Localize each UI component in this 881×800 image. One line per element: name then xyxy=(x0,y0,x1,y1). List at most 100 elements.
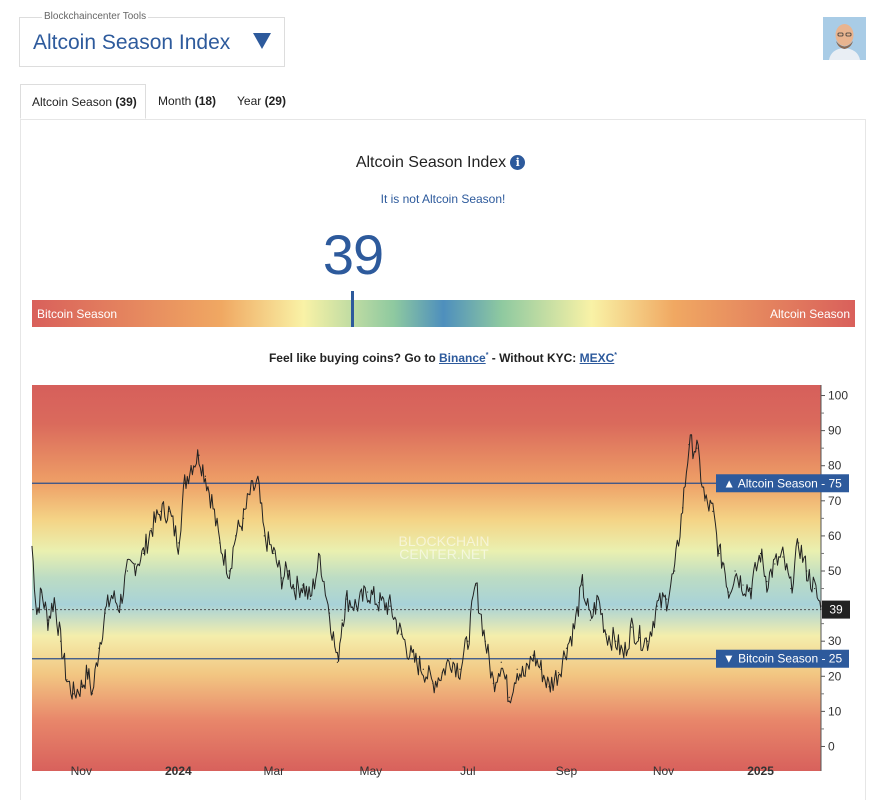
data-point xyxy=(341,619,343,621)
y-tick-label: 30 xyxy=(828,634,842,648)
data-point xyxy=(142,552,144,555)
data-point xyxy=(459,668,461,670)
y-tick-label: 0 xyxy=(828,739,835,753)
threshold-badge xyxy=(716,649,849,668)
y-tick-label: 60 xyxy=(828,529,842,543)
data-point xyxy=(589,619,591,621)
data-point xyxy=(647,640,649,642)
data-point xyxy=(759,552,762,555)
data-point xyxy=(750,587,752,590)
tab-label: Month xyxy=(158,94,192,108)
info-icon[interactable]: i xyxy=(510,155,526,170)
data-point xyxy=(177,542,179,544)
data-point xyxy=(573,626,576,628)
tab-panel xyxy=(20,119,866,800)
index-title-text: Altcoin Season Index xyxy=(355,154,507,171)
data-point xyxy=(400,633,402,635)
data-point xyxy=(134,563,136,565)
index-title: Altcoin Season Index i xyxy=(0,154,881,172)
threshold-label: ▼ Bitcoin Season - 25 xyxy=(723,652,843,666)
data-point xyxy=(484,640,486,642)
data-point xyxy=(790,587,792,590)
data-point xyxy=(475,584,477,586)
data-point xyxy=(656,605,658,607)
data-point xyxy=(53,598,55,600)
data-point xyxy=(273,552,275,555)
promo-prefix: Feel like buying coins? Go to xyxy=(268,351,439,365)
y-tick-label: 10 xyxy=(828,704,842,718)
y-tick-label: 80 xyxy=(828,459,842,473)
current-value-badge xyxy=(822,600,850,619)
binance-mark: * xyxy=(485,352,489,359)
series-line xyxy=(31,434,822,704)
data-point xyxy=(110,594,113,597)
data-point xyxy=(581,584,583,586)
data-point xyxy=(87,672,89,674)
data-point xyxy=(104,612,106,614)
data-point xyxy=(60,640,62,642)
data-point xyxy=(422,668,424,670)
data-point xyxy=(72,693,74,695)
data-point xyxy=(766,580,768,583)
avatar[interactable] xyxy=(823,17,866,60)
data-point xyxy=(355,605,358,607)
data-point xyxy=(126,570,129,572)
data-point xyxy=(688,444,690,446)
dropdown-arrow-icon[interactable] xyxy=(253,33,271,49)
tab-label: Year xyxy=(237,94,262,108)
data-point xyxy=(532,654,534,656)
data-point xyxy=(623,654,625,656)
data-point xyxy=(160,510,162,512)
data-point xyxy=(508,696,510,698)
index-selector[interactable]: Blockchaincenter Tools Altcoin Season In… xyxy=(19,11,285,67)
tab-year[interactable]: Year (29) xyxy=(226,84,297,119)
tab-count: (18) xyxy=(194,94,217,108)
data-point xyxy=(432,682,434,684)
data-point xyxy=(631,626,633,628)
selector-caption: Blockchaincenter Tools xyxy=(42,11,149,22)
data-point xyxy=(328,612,331,614)
season-status: It is not Altcoin Season! xyxy=(380,192,506,206)
mexc-link[interactable]: MEXC xyxy=(579,351,615,365)
data-point xyxy=(228,570,230,572)
data-point xyxy=(524,675,526,677)
data-point xyxy=(118,605,121,607)
data-point xyxy=(219,542,221,544)
data-point xyxy=(774,563,776,565)
gauge-right-label: Altcoin Season xyxy=(769,307,850,321)
gauge-left-label: Bitcoin Season xyxy=(37,307,118,321)
data-point xyxy=(40,591,43,593)
data-point xyxy=(36,612,38,614)
data-point xyxy=(548,686,550,688)
user-avatar-icon xyxy=(823,17,866,60)
promo-middle: - Without KYC: xyxy=(488,351,580,365)
data-point xyxy=(235,535,237,537)
threshold-label: ▲ Altcoin Season - 75 xyxy=(723,476,842,490)
data-point xyxy=(411,658,413,660)
data-point xyxy=(190,465,192,467)
data-point xyxy=(31,545,33,548)
data-point xyxy=(204,475,206,477)
chart-background xyxy=(32,385,821,771)
tab-month[interactable]: Month (18) xyxy=(147,84,227,119)
tab-label: Altcoin Season xyxy=(32,95,113,109)
data-point xyxy=(682,507,684,509)
data-point xyxy=(242,517,245,519)
chart-watermark: CENTER.NET xyxy=(399,546,489,562)
data-point xyxy=(814,587,816,590)
tab-altcoin-season[interactable]: Altcoin Season (39) xyxy=(20,84,146,119)
data-point xyxy=(674,570,676,572)
data-point xyxy=(540,668,542,670)
binance-link[interactable]: Binance xyxy=(439,351,486,365)
data-point xyxy=(301,584,304,586)
data-point xyxy=(557,672,560,674)
data-point xyxy=(723,563,725,565)
tab-count: (39) xyxy=(115,95,137,109)
chart-watermark: BLOCKCHAIN xyxy=(398,533,489,549)
data-point xyxy=(516,668,518,670)
data-point xyxy=(492,682,494,684)
data-point xyxy=(782,556,784,558)
data-point xyxy=(367,591,369,593)
selector-title: Altcoin Season Index xyxy=(33,31,231,54)
x-tick-label: Sep xyxy=(556,764,578,778)
